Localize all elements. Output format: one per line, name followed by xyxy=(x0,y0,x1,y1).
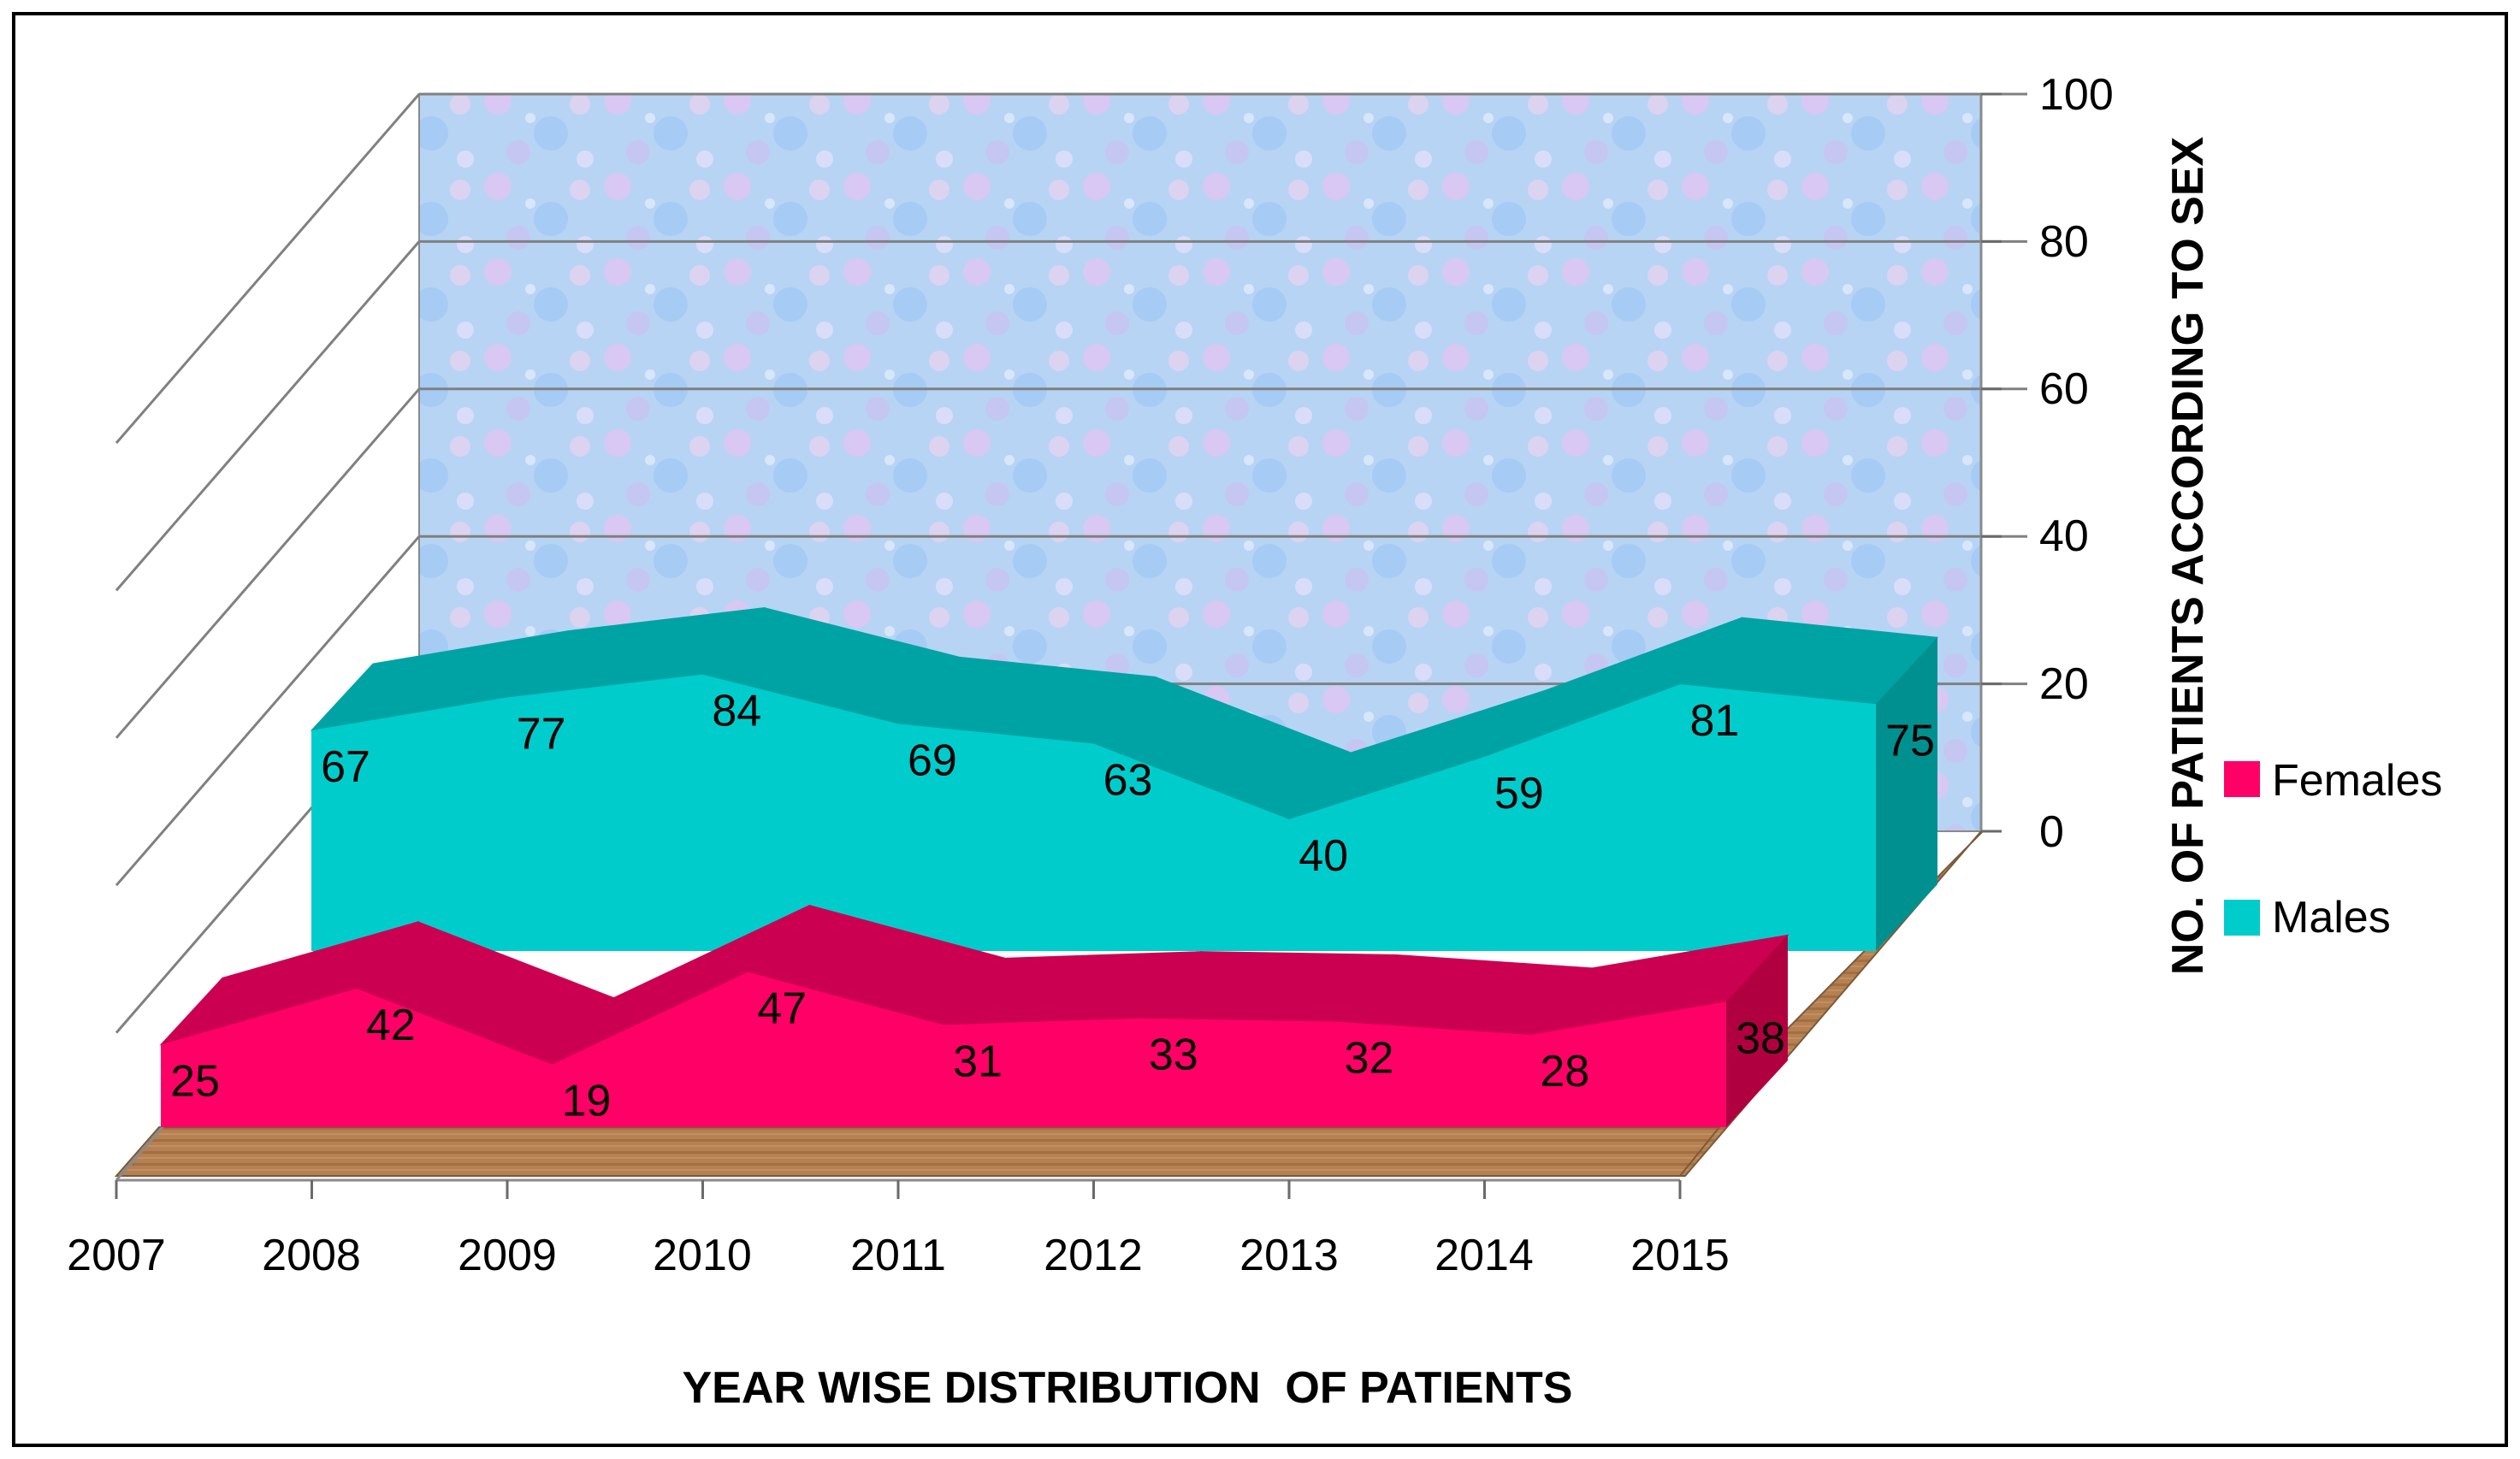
side-gridline xyxy=(115,535,421,887)
data-label: 38 xyxy=(1736,1013,1785,1063)
males-series: 67 77 84 69 63 40 59 81 75 xyxy=(310,606,1939,951)
x-axis-ticks xyxy=(115,92,2002,1199)
area-front-face xyxy=(311,674,1876,951)
y-axis-title: NO. OF PATIENTS ACCORDING TO SEX xyxy=(2163,137,2213,976)
legend-swatch-females xyxy=(2224,761,2260,797)
x-tick-label-2012: 2012 xyxy=(1044,1231,1143,1280)
x-tick-label-2009: 2009 xyxy=(458,1231,557,1280)
data-label: 31 xyxy=(953,1037,1003,1086)
side-gridline xyxy=(115,240,421,592)
data-label: 47 xyxy=(757,984,807,1034)
data-label: 81 xyxy=(1689,696,1739,746)
data-label: 84 xyxy=(712,687,761,736)
data-label: 75 xyxy=(1885,716,1935,765)
x-axis-labels: 2007 2008 2009 2010 2011 2012 2013 2014 … xyxy=(67,1231,1730,1280)
legend-label-males: Males xyxy=(2272,893,2391,942)
y-tick-label-0: 0 xyxy=(2039,807,2064,857)
y-tick-label-20: 20 xyxy=(2039,659,2089,709)
x-tick-label-2015: 2015 xyxy=(1630,1231,1730,1280)
x-tick-label-2013: 2013 xyxy=(1239,1231,1339,1280)
legend: Females Males xyxy=(2224,756,2442,942)
data-label: 42 xyxy=(366,1001,416,1050)
females-series: 25 42 19 47 31 33 32 28 38 xyxy=(159,905,1789,1127)
y-tick-label-80: 80 xyxy=(2039,217,2089,267)
area-side-face xyxy=(1726,935,1788,1127)
y-tick-label-40: 40 xyxy=(2039,511,2089,561)
x-tick-label-2011: 2011 xyxy=(850,1231,946,1280)
side-gridline xyxy=(115,93,421,444)
data-label: 32 xyxy=(1345,1033,1394,1083)
x-tick-label-2007: 2007 xyxy=(67,1231,166,1280)
floor-front-band xyxy=(114,1126,1722,1177)
data-label: 63 xyxy=(1103,755,1153,805)
y-tick-label-100: 100 xyxy=(2039,70,2114,120)
legend-swatch-males xyxy=(2224,900,2260,936)
x-tick-label-2014: 2014 xyxy=(1435,1231,1534,1280)
area-front-face xyxy=(161,972,1726,1127)
data-label: 25 xyxy=(170,1057,220,1107)
data-label: 67 xyxy=(321,742,370,792)
legend-label-females: Females xyxy=(2272,756,2442,806)
data-label: 59 xyxy=(1494,769,1544,818)
data-label: 19 xyxy=(562,1077,612,1126)
y-tick-label-60: 60 xyxy=(2039,364,2089,414)
data-label: 40 xyxy=(1298,831,1348,881)
y-axis-labels: 100 80 60 40 20 0 xyxy=(2039,70,2114,857)
data-label: 28 xyxy=(1540,1047,1589,1096)
x-axis-title: YEAR WISE DISTRIBUTION OF PATIENTS xyxy=(683,1363,1573,1413)
data-label: 69 xyxy=(908,735,957,785)
x-tick-label-2010: 2010 xyxy=(653,1231,752,1280)
x-tick-label-2008: 2008 xyxy=(262,1231,361,1280)
area-side-face xyxy=(1876,637,1937,951)
data-label: 33 xyxy=(1149,1031,1198,1080)
side-gridline xyxy=(115,387,421,739)
data-label: 77 xyxy=(517,710,566,759)
